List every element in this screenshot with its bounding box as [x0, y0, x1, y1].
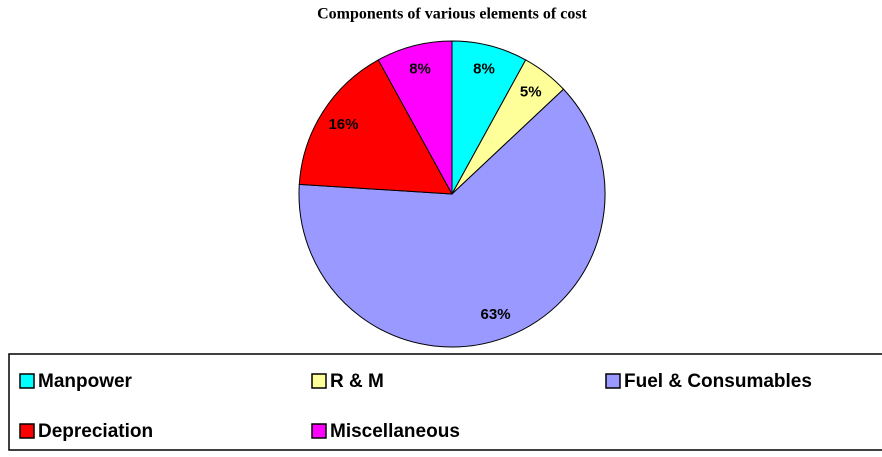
legend-swatch	[311, 373, 327, 389]
pie-slice	[377, 40, 453, 195]
pie-slice	[298, 59, 453, 195]
slice-label: 8%	[409, 60, 431, 77]
legend-swatch	[19, 373, 35, 389]
slice-label: 8%	[473, 60, 495, 77]
pie-slice	[298, 88, 606, 348]
legend-label: Miscellaneous	[330, 421, 460, 442]
legend-label: Fuel & Consumables	[624, 371, 812, 392]
legend-swatch	[311, 423, 327, 439]
legend-label: Manpower	[38, 371, 133, 392]
chart-title: Components of various elements of cost	[317, 6, 587, 23]
slice-label: 63%	[481, 306, 511, 323]
legend-swatch	[19, 423, 35, 439]
slice-label: 5%	[520, 83, 542, 100]
slice-label: 16%	[328, 116, 358, 133]
legend-swatch	[605, 373, 621, 389]
legend-label: Depreciation	[38, 421, 153, 442]
legend-label: R & M	[330, 371, 384, 392]
legend-box	[8, 353, 882, 451]
